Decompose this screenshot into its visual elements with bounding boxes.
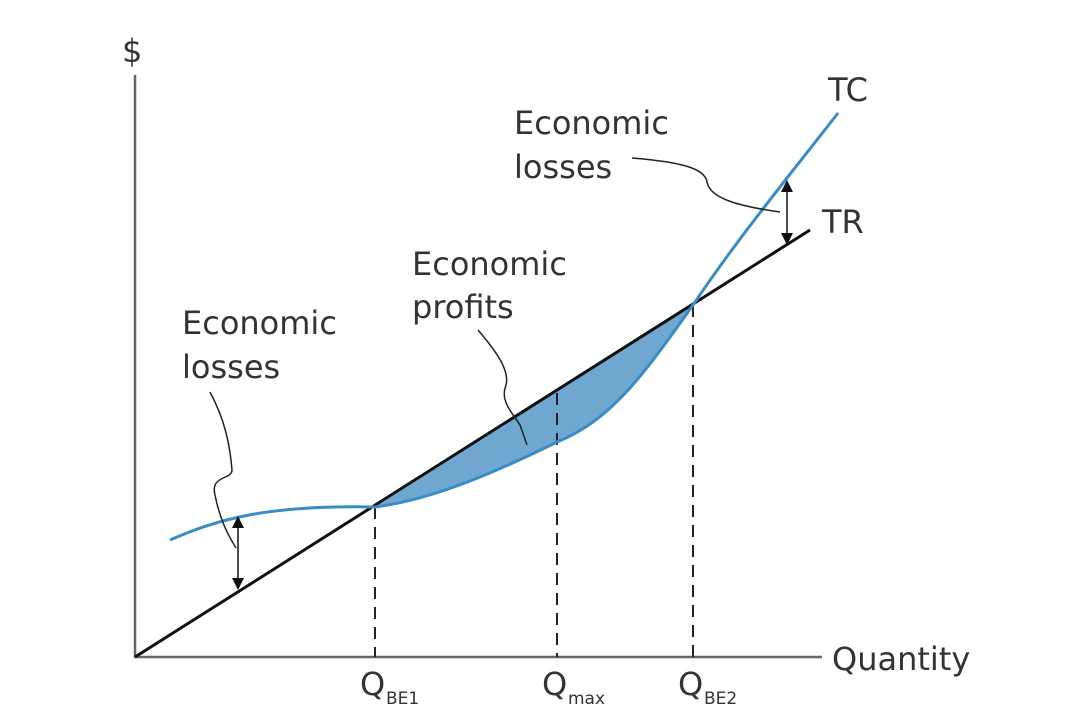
- right-losses-line2: losses: [514, 148, 612, 186]
- qbe1-label: Q BE1: [360, 665, 419, 709]
- profit-leader: [477, 329, 528, 446]
- left-losses-line2: losses: [182, 348, 280, 386]
- tc-curve: [169, 112, 840, 542]
- tr-label: TR: [821, 203, 864, 241]
- profits-line2: profits: [412, 288, 514, 326]
- profits-line1: Economic: [412, 245, 567, 283]
- right-losses-line1: Economic: [514, 104, 669, 142]
- right-loss-leader: [631, 157, 781, 213]
- qbe2-label: Q BE2: [678, 665, 737, 709]
- svg-text:max: max: [568, 689, 605, 709]
- qmax-label: Q max: [542, 665, 605, 709]
- y-axis-label: $: [122, 32, 142, 70]
- tc-label: TC: [827, 71, 868, 109]
- svg-text:Q: Q: [542, 665, 567, 703]
- svg-text:Q: Q: [360, 665, 385, 703]
- tr-line: [134, 228, 811, 659]
- svg-text:Q: Q: [678, 665, 703, 703]
- svg-text:BE2: BE2: [704, 689, 737, 709]
- left-losses-line1: Economic: [182, 304, 337, 342]
- svg-text:BE1: BE1: [386, 689, 419, 709]
- x-axis-label: Quantity: [832, 640, 970, 678]
- left-loss-leader: [209, 391, 237, 549]
